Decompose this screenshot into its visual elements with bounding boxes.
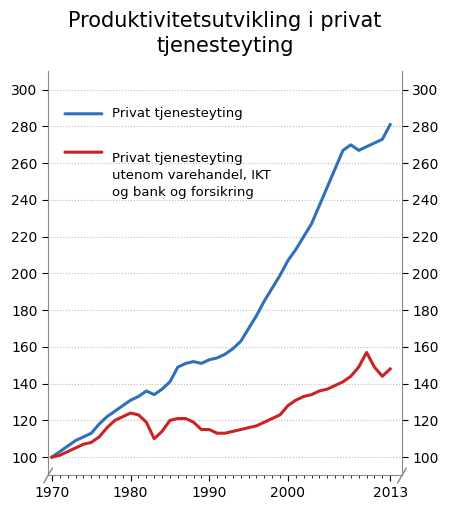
- Text: Privat tjenesteyting: Privat tjenesteyting: [112, 107, 243, 120]
- Text: Privat tjenesteyting
utenom varehandel, IKT
og bank og forsikring: Privat tjenesteyting utenom varehandel, …: [112, 152, 270, 199]
- Title: Produktivitetsutvikling i privat
tjenesteyting: Produktivitetsutvikling i privat tjenest…: [68, 11, 382, 56]
